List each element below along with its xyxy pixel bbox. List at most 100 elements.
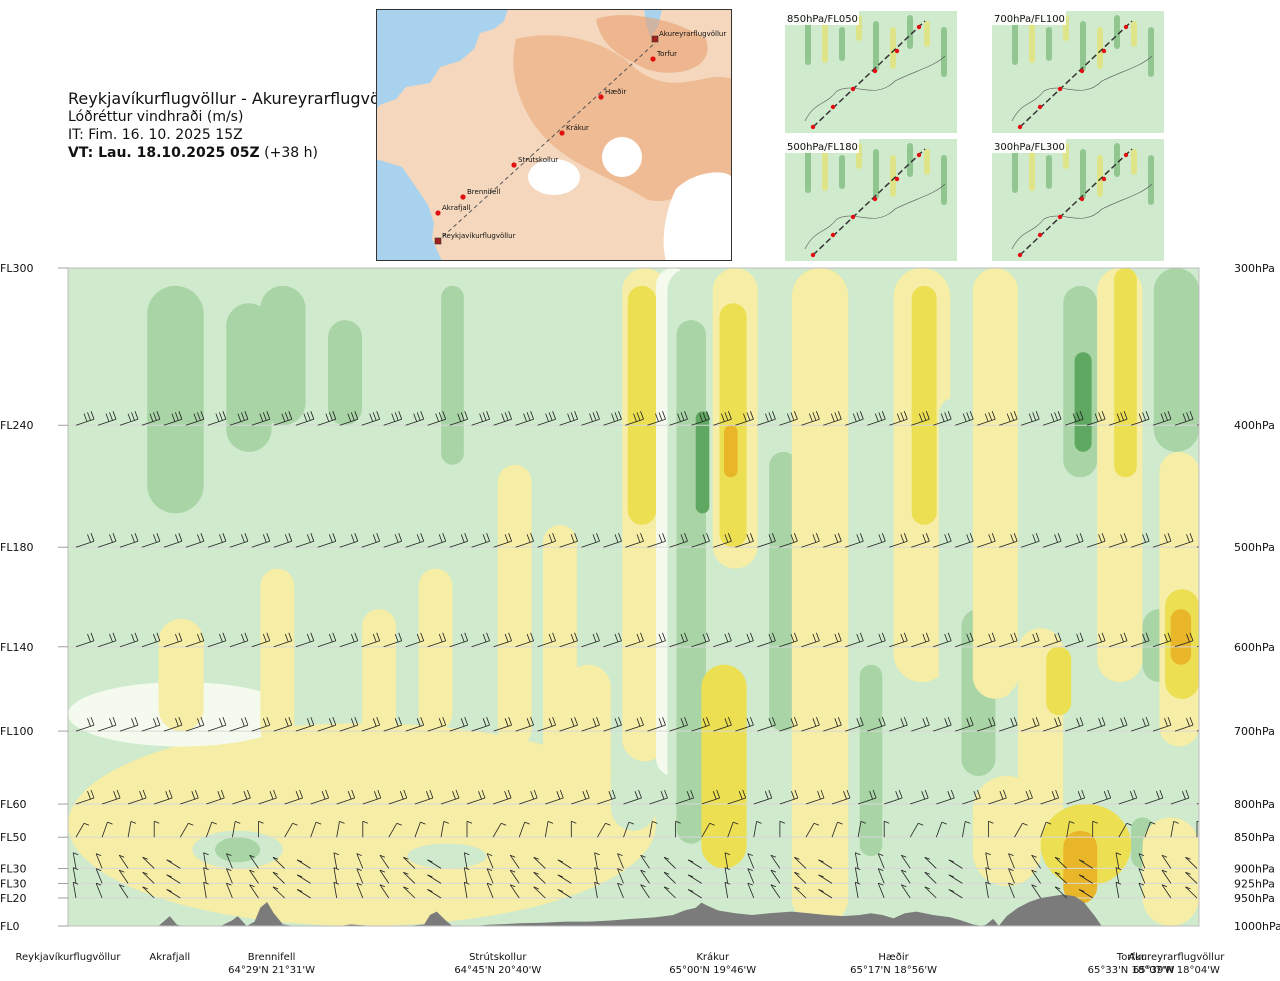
wind-barb [471, 411, 490, 426]
wind-barb [75, 632, 95, 648]
thumbnail-map: 700hPa/FL100 [992, 11, 1164, 133]
wind-barb [1021, 716, 1040, 732]
left-axis-label: FL300 [0, 262, 33, 275]
wind-barb [1131, 268, 1133, 269]
wind-barb [296, 874, 311, 884]
wind-barb [747, 868, 755, 884]
wind-barb [977, 632, 996, 648]
wind-barb [509, 884, 520, 899]
wind-barb [1196, 424, 1199, 426]
wind-barb [581, 716, 600, 732]
wind-barb [383, 411, 403, 426]
wind-barb [623, 821, 635, 838]
wind-barb [118, 884, 129, 899]
wind-barb [977, 533, 996, 548]
route-map: Akureyrarflugvöllur Torfur Hæðir Krákur Strú… [376, 9, 732, 261]
wind-barb [1054, 856, 1067, 869]
wind-barb [388, 822, 402, 838]
wind-barb [801, 268, 803, 269]
wind-barb [515, 533, 534, 548]
field-contour-up_weak [808, 589, 843, 776]
wind-barb [226, 882, 233, 899]
station-coordinate: 64°29'N 21°31'W [228, 965, 315, 976]
field-contour-up_weak [260, 568, 295, 747]
left-axis-label: FL180 [0, 541, 33, 554]
wind-barb [427, 268, 429, 269]
wind-barb [537, 533, 556, 548]
wind-barb [735, 268, 737, 269]
wind-barb [317, 411, 337, 426]
wind-barb [97, 716, 117, 732]
wind-barb [962, 821, 971, 838]
wind-barb [845, 411, 864, 426]
field-contour-down_mid [147, 285, 204, 514]
wind-barb [1185, 871, 1198, 884]
wind-barb [427, 859, 442, 869]
right-axis-label: 700hPa [1234, 725, 1275, 738]
wind-barb [557, 874, 572, 884]
wind-barb [623, 789, 642, 805]
map-sea [376, 9, 508, 109]
wind-barb [118, 869, 129, 884]
wind-barb [440, 789, 460, 805]
wind-barb [251, 716, 271, 732]
wind-barb [119, 632, 139, 648]
wind-barb [509, 854, 520, 869]
map-point-marker [650, 56, 656, 62]
wind-barb [669, 411, 688, 426]
right-axis-label: 800hPa [1234, 798, 1275, 811]
wind-barb [1042, 716, 1062, 732]
wind-barb [317, 268, 320, 269]
wind-barb [757, 716, 776, 732]
wind-barb [120, 268, 122, 269]
wind-barb [713, 268, 715, 269]
wind-barb [207, 411, 227, 426]
wind-barb [955, 533, 974, 548]
wind-barb [753, 821, 762, 838]
wind-barb [405, 268, 407, 269]
wind-barb [818, 874, 833, 884]
wind-barb [249, 854, 259, 869]
wind-barb [663, 871, 676, 884]
wind-barb [581, 632, 600, 648]
wind-barb [779, 632, 798, 648]
wind-barb [747, 882, 755, 899]
wind-barb [515, 716, 534, 732]
wind-barb [339, 632, 359, 648]
wind-barb [647, 533, 666, 548]
wind-barb [449, 632, 469, 648]
map-glacier-hofsjokull [602, 137, 642, 177]
wind-barb [1086, 533, 1106, 548]
map-place-label: Akrafjall [442, 204, 471, 212]
wind-barb [779, 789, 799, 805]
wind-barb [617, 853, 624, 869]
wind-barb [119, 411, 139, 426]
wind-barb [471, 533, 490, 548]
valid-time-line: VT: Lau. 18.10.2025 05Z (+38 h) [68, 144, 405, 162]
wind-barb [1008, 868, 1015, 884]
field-contour-down_mid [328, 320, 362, 426]
wind-barb [779, 268, 781, 269]
wind-barb [597, 822, 611, 838]
wind-barb [831, 789, 851, 805]
wind-barb [889, 268, 891, 269]
wind-barb [801, 716, 820, 732]
wind-barb [559, 268, 561, 269]
wind-barb [831, 821, 843, 838]
wind-barb [794, 871, 807, 884]
wind-barb [493, 533, 512, 548]
wind-barb [1174, 716, 1194, 732]
wind-barb [649, 821, 658, 838]
wind-barb [603, 632, 622, 648]
wind-barb [471, 632, 490, 648]
wind-barb [95, 853, 103, 869]
wind-barb [713, 533, 732, 548]
wind-barb [794, 886, 807, 899]
wind-barb [545, 789, 564, 805]
wind-barb [97, 533, 117, 548]
thumbnail-map: 850hPa/FL050 [785, 11, 957, 133]
wind-barb [909, 822, 924, 838]
wind-barb [72, 867, 79, 884]
wind-barb [361, 268, 363, 269]
wind-barb [414, 789, 434, 805]
